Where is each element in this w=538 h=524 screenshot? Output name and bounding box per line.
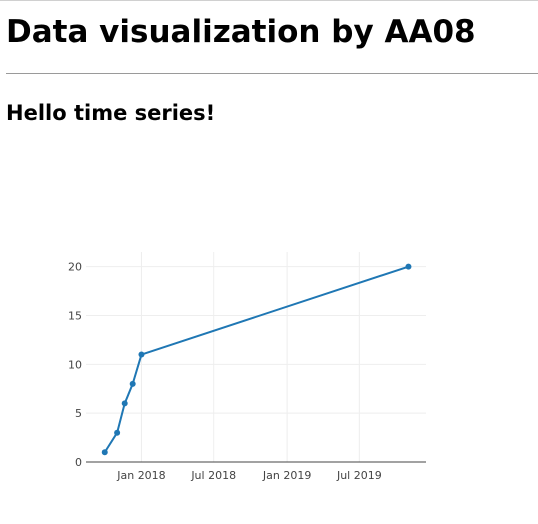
x-tick-label: Jan 2019 xyxy=(262,469,311,482)
page-title: Data visualization by AA08 xyxy=(6,14,476,50)
chart-grid xyxy=(86,252,426,462)
data-point[interactable] xyxy=(129,380,136,387)
section-heading: Hello time series! xyxy=(6,101,216,125)
y-tick-label: 0 xyxy=(75,456,82,469)
chart-series[interactable] xyxy=(101,263,412,456)
y-tick-label: 5 xyxy=(75,407,82,420)
horizontal-rule xyxy=(6,73,538,74)
x-tick-label: Jul 2018 xyxy=(190,469,236,482)
top-border xyxy=(0,0,538,1)
y-tick-label: 15 xyxy=(68,309,82,322)
y-tick-label: 10 xyxy=(68,358,82,371)
x-tick-label: Jul 2019 xyxy=(336,469,382,482)
x-tick-label: Jan 2018 xyxy=(116,469,165,482)
y-tick-label: 20 xyxy=(68,261,82,274)
series-line[interactable] xyxy=(103,265,409,453)
data-point[interactable] xyxy=(121,400,128,407)
chart-tick-labels: 0 5 10 15 20 Jan 2018 Jul 2018 Jan 2019 Jul 2019 xyxy=(68,261,382,482)
data-point[interactable] xyxy=(101,449,108,456)
data-point[interactable] xyxy=(138,351,145,358)
data-point[interactable] xyxy=(405,263,412,270)
data-point[interactable] xyxy=(114,429,121,436)
